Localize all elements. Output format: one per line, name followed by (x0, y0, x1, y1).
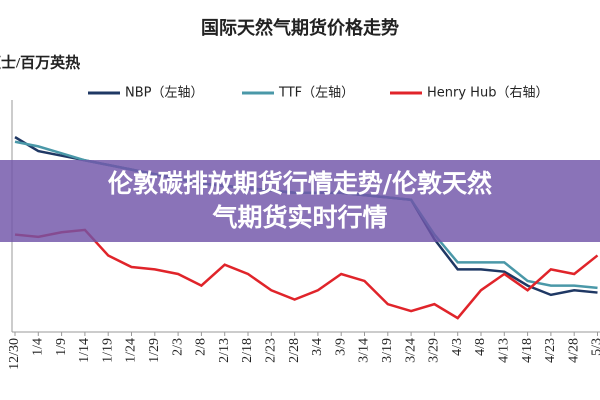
chart-title: 国际天然气期货价格走势 (201, 17, 399, 38)
x-tick-label: 2/3 (170, 338, 185, 356)
x-tick-label: 4/8 (473, 338, 488, 356)
x-tick-label: 3/19 (380, 338, 395, 363)
legend-label: TTF（左轴） (278, 86, 354, 101)
x-tick-label: 2/23 (264, 338, 279, 363)
x-tick-label: 1/19 (100, 338, 115, 363)
x-tick-label: 1/24 (124, 338, 139, 363)
x-tick-label: 4/28 (566, 338, 581, 363)
x-tick-label: 3/14 (357, 338, 372, 363)
x-tick-label: 2/18 (240, 338, 255, 363)
x-tick-label: 3/4 (310, 338, 325, 356)
x-tick-label: 1/9 (54, 338, 69, 356)
x-tick-label: 1/4 (31, 338, 46, 356)
overlay-title: 伦敦碳排放期货行情走势/伦敦天然气期货实时行情 (107, 169, 493, 232)
x-tick-label: 2/8 (194, 338, 209, 356)
y-axis-label: 便士/百万英热 (0, 53, 80, 71)
x-tick-label: 1/14 (77, 338, 92, 363)
x-tick-label: 4/13 (497, 338, 512, 363)
legend-label: NBP（左轴） (125, 86, 203, 101)
x-tick-label: 3/24 (403, 338, 418, 363)
x-tick-label: 5/3 (590, 338, 600, 356)
x-tick-label: 2/28 (287, 338, 302, 363)
legend-label: Henry Hub（右轴） (427, 86, 548, 101)
x-tick-label: 12/30 (7, 338, 22, 370)
x-tick-label: 2/13 (217, 338, 232, 363)
x-tick-label: 3/9 (333, 338, 348, 356)
x-tick-label: 4/3 (450, 338, 465, 356)
x-tick-label: 3/29 (427, 338, 442, 363)
x-tick-label: 4/18 (520, 338, 535, 363)
overlay-banner: 伦敦碳排放期货行情走势/伦敦天然气期货实时行情 (0, 160, 600, 242)
series-line (14, 228, 599, 320)
x-tick-label: 1/29 (147, 338, 162, 363)
x-tick-label: 4/23 (543, 338, 558, 363)
